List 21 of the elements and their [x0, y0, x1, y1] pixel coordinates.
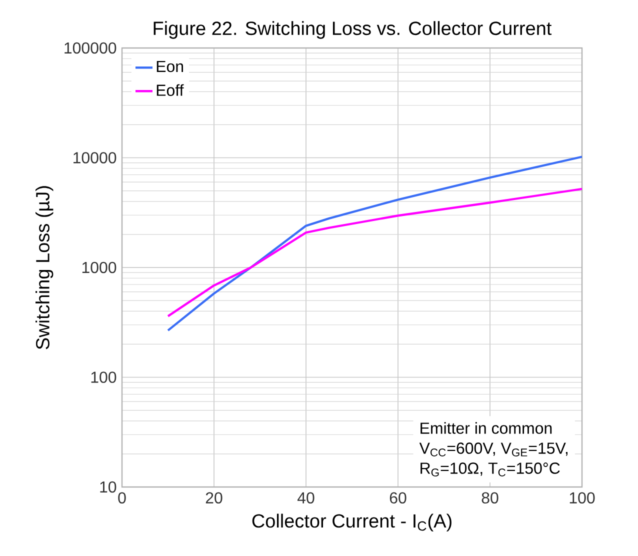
x-tick-label: 100	[570, 492, 595, 504]
annotation: V$_{CC}$=600V, V$_{GE}$=15V,	[419, 442, 568, 456]
x-tick-label: 0	[118, 492, 126, 504]
x-tick-label: 40	[297, 492, 314, 504]
y-tick-label: 1000	[82, 262, 116, 274]
chart-title: Figure 22. Switching Loss vs. Collector Current	[154, 21, 552, 39]
y-tick-label: 10000	[74, 152, 116, 164]
x-tick-label: 20	[206, 492, 222, 504]
legend-label: Eoff	[156, 84, 184, 96]
annotation: Emitter in common	[420, 422, 552, 434]
y-tick-label: 10	[100, 481, 116, 493]
x-tick-label: 80	[482, 492, 498, 504]
x-axis-title: Collector Current - I$_{C}$(A)	[252, 514, 452, 532]
x-tick-label: 60	[390, 492, 406, 504]
y-tick-label: 100000	[64, 42, 116, 54]
line-series	[166, 188, 582, 318]
legend-label: Eon	[156, 60, 184, 72]
annotation: R$_{G}$=10Ω, T$_{C}$=150°C	[420, 462, 560, 476]
y-axis-title: Switching Loss (µJ)	[36, 186, 54, 350]
line-series	[166, 156, 582, 332]
y-tick-label: 100	[91, 372, 116, 383]
